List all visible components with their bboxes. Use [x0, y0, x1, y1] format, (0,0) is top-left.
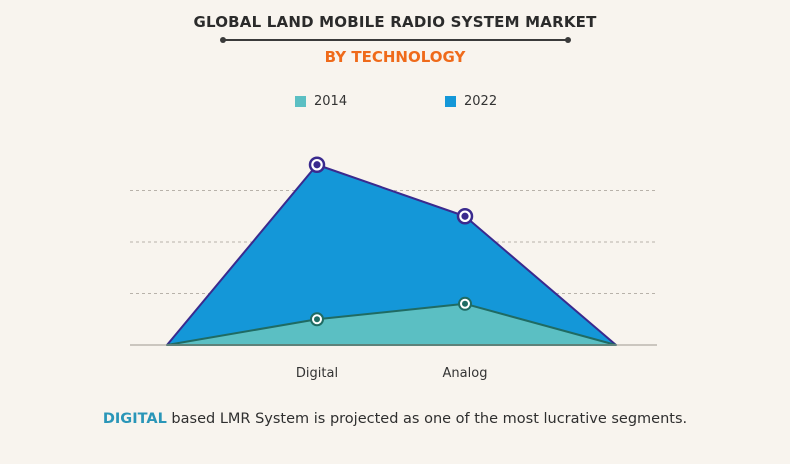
marker-dot-2014-analog: [462, 300, 468, 307]
chart-subtitle: BY TECHNOLOGY: [324, 48, 466, 66]
marker-dot-2022-digital: [313, 161, 321, 169]
legend-item-2014: 2014: [295, 94, 347, 109]
legend-swatch-2022: [445, 96, 456, 107]
legend-swatch-2014: [295, 96, 306, 107]
title-divider: [220, 37, 571, 43]
caption-text: based LMR System is projected as one of …: [166, 411, 688, 427]
legend-label-2022: 2022: [464, 94, 498, 109]
marker-dot-2014-digital: [314, 316, 320, 323]
legend-item-2022: 2022: [445, 94, 497, 109]
caption-highlight: DIGITAL: [102, 411, 167, 427]
chart-title: GLOBAL LAND MOBILE RADIO SYSTEM MARKET: [193, 13, 597, 31]
legend-label-2014: 2014: [314, 94, 348, 109]
chart-caption: DIGITAL based LMR System is projected as…: [0, 411, 790, 427]
x-tick-label-analog: Analog: [443, 366, 488, 381]
marker-dot-2022-analog: [461, 212, 469, 220]
x-tick-label-digital: Digital: [296, 366, 338, 381]
